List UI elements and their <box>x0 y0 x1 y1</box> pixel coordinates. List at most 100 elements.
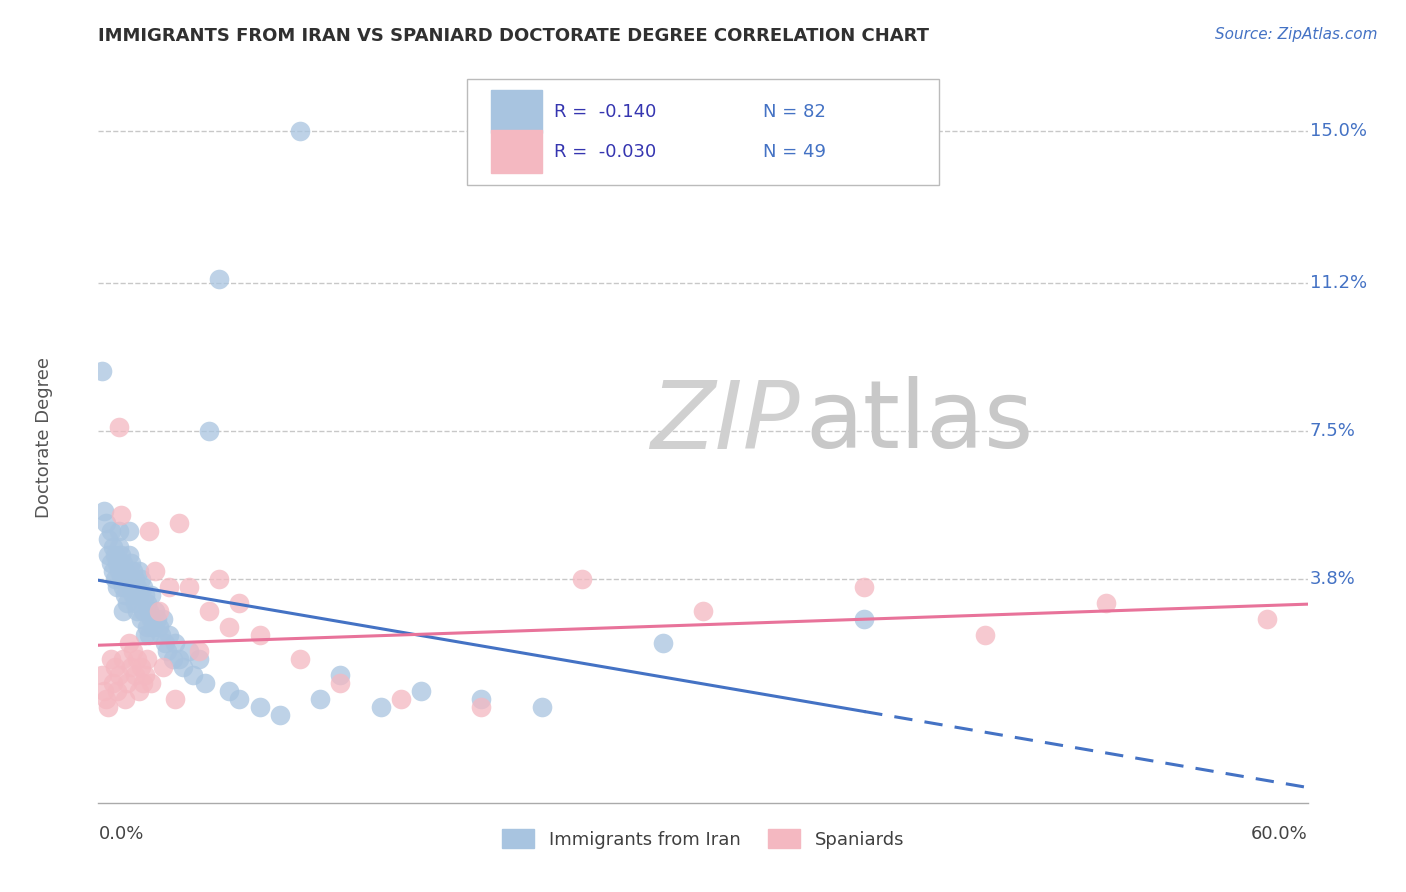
Point <box>111 580 134 594</box>
Point <box>91 668 114 682</box>
Point <box>228 691 250 706</box>
Text: R =  -0.140: R = -0.140 <box>554 103 657 120</box>
FancyBboxPatch shape <box>492 90 543 133</box>
Point <box>218 620 240 634</box>
Point <box>128 684 150 698</box>
Point <box>125 652 148 666</box>
Point <box>208 272 231 286</box>
Point <box>100 556 122 570</box>
Point <box>530 699 553 714</box>
Point <box>111 556 134 570</box>
Point <box>105 556 128 570</box>
Point <box>105 580 128 594</box>
Point <box>120 660 142 674</box>
Point <box>181 668 204 682</box>
Point <box>149 628 172 642</box>
Point <box>118 524 141 538</box>
Point <box>121 588 143 602</box>
Point <box>107 420 129 434</box>
Point <box>93 504 115 518</box>
Point <box>110 508 132 522</box>
Point <box>134 628 156 642</box>
Point <box>115 572 138 586</box>
Point <box>288 124 311 138</box>
Point <box>370 699 392 714</box>
Point <box>194 676 217 690</box>
Point <box>692 604 714 618</box>
Point <box>100 524 122 538</box>
Point <box>138 604 160 618</box>
Point <box>143 604 166 618</box>
Point <box>134 588 156 602</box>
Point <box>101 564 124 578</box>
Point <box>114 564 136 578</box>
Text: 15.0%: 15.0% <box>1310 122 1367 140</box>
Point <box>309 691 332 706</box>
Text: ZIP: ZIP <box>650 377 800 468</box>
FancyBboxPatch shape <box>467 78 939 185</box>
Point <box>110 572 132 586</box>
Point <box>329 668 352 682</box>
Point <box>114 691 136 706</box>
Point <box>118 636 141 650</box>
Point <box>172 660 194 674</box>
Point <box>110 548 132 562</box>
Point <box>179 644 201 658</box>
Point <box>153 636 176 650</box>
Point <box>107 524 129 538</box>
Point <box>143 564 166 578</box>
Text: N = 82: N = 82 <box>763 103 827 120</box>
Point <box>91 364 114 378</box>
Point <box>389 691 412 706</box>
Point <box>146 612 169 626</box>
Point <box>269 707 291 722</box>
Point <box>409 684 432 698</box>
Point <box>101 676 124 690</box>
Text: 3.8%: 3.8% <box>1310 570 1355 588</box>
Text: atlas: atlas <box>806 376 1033 468</box>
Point <box>152 612 174 626</box>
Point <box>139 676 162 690</box>
Point <box>138 524 160 538</box>
Point <box>134 668 156 682</box>
Point <box>138 628 160 642</box>
Point <box>132 676 155 690</box>
Point <box>115 676 138 690</box>
Point <box>148 604 170 618</box>
Text: 7.5%: 7.5% <box>1310 422 1355 440</box>
Point <box>101 540 124 554</box>
Point <box>208 572 231 586</box>
Point <box>470 691 492 706</box>
Point <box>121 564 143 578</box>
Point <box>288 652 311 666</box>
Point <box>152 660 174 674</box>
Point <box>103 660 125 674</box>
Point <box>103 548 125 562</box>
Point <box>853 612 876 626</box>
Point <box>111 652 134 666</box>
Point <box>148 620 170 634</box>
Point <box>249 699 271 714</box>
Point <box>167 652 190 666</box>
Point <box>1095 596 1118 610</box>
Point <box>129 612 152 626</box>
Point <box>114 588 136 602</box>
Text: 60.0%: 60.0% <box>1251 825 1308 843</box>
Point <box>228 596 250 610</box>
Point <box>1256 612 1278 626</box>
Point <box>96 516 118 530</box>
Point <box>198 424 221 438</box>
Point <box>107 540 129 554</box>
Point <box>107 668 129 682</box>
Point <box>105 684 128 698</box>
Point <box>198 604 221 618</box>
Point <box>853 580 876 594</box>
Point <box>132 580 155 594</box>
Point <box>142 620 165 634</box>
FancyBboxPatch shape <box>492 130 543 173</box>
Point <box>179 580 201 594</box>
Point <box>157 580 180 594</box>
Point <box>120 556 142 570</box>
Point <box>129 660 152 674</box>
Point <box>121 644 143 658</box>
